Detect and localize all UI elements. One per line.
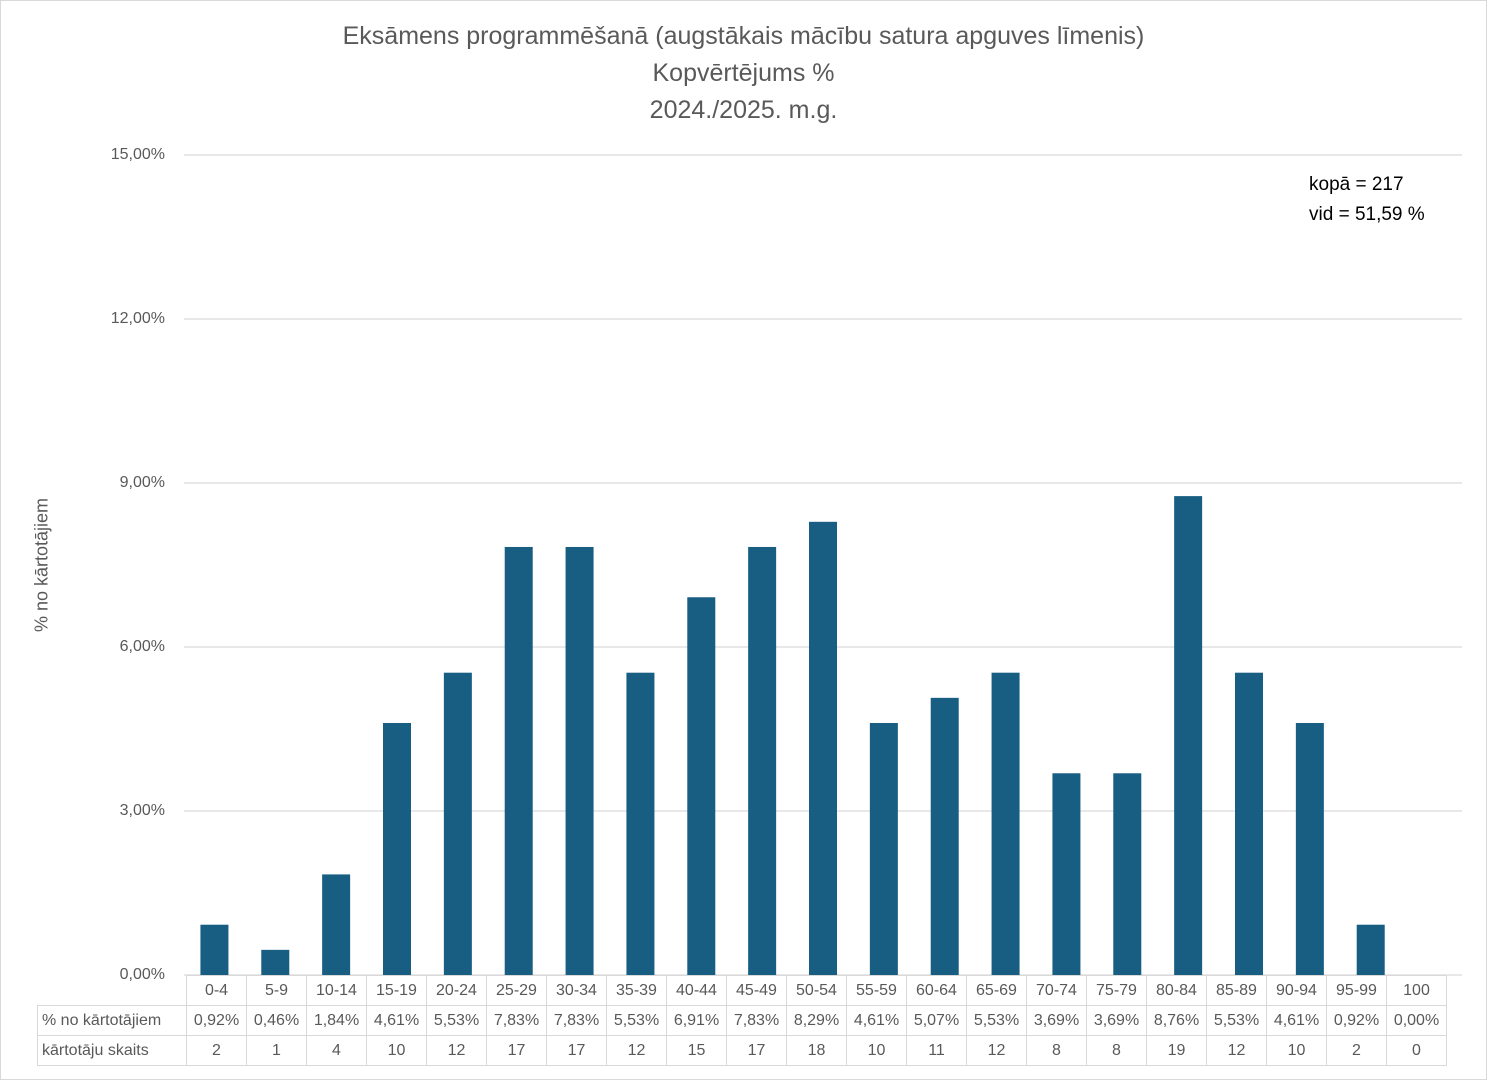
row-label-percent: % no kārtotājiem <box>37 1005 187 1036</box>
bar-60-64 <box>930 697 959 975</box>
bar-30-34 <box>565 546 594 975</box>
bar-65-69 <box>991 672 1020 975</box>
x-tick-label: 0-4 <box>186 975 247 1006</box>
table-cell-count: 12 <box>606 1035 667 1066</box>
x-tick-label: 5-9 <box>246 975 307 1006</box>
x-tick-label: 20-24 <box>426 975 487 1006</box>
table-cell-percent: 0,92% <box>186 1005 247 1036</box>
table-cell-count: 1 <box>246 1035 307 1066</box>
x-tick-label: 45-49 <box>726 975 787 1006</box>
bar-20-24 <box>443 672 472 975</box>
y-tick-label: 9,00% <box>119 474 165 491</box>
table-cell-percent: 3,69% <box>1086 1005 1147 1036</box>
x-tick-label: 75-79 <box>1086 975 1147 1006</box>
table-cell-count: 12 <box>966 1035 1027 1066</box>
bar-45-49 <box>748 546 777 975</box>
chart-title: Eksāmens programmēšanā (augstākais mācīb… <box>342 22 1145 50</box>
bar-35-39 <box>626 672 655 975</box>
table-cell-percent: 5,07% <box>906 1005 967 1036</box>
row-label-count: kārtotāju skaits <box>37 1035 187 1066</box>
chart-subtitle: Kopvērtējums % <box>652 59 835 87</box>
x-tick-label: 10-14 <box>306 975 367 1006</box>
table-cell-percent: 5,53% <box>966 1005 1027 1036</box>
table-cell-percent: 7,83% <box>486 1005 547 1036</box>
table-cell-percent: 8,76% <box>1146 1005 1207 1036</box>
bar-80-84 <box>1174 496 1203 975</box>
table-cell-count: 8 <box>1086 1035 1147 1066</box>
bar-90-94 <box>1295 722 1324 975</box>
x-tick-label: 80-84 <box>1146 975 1207 1006</box>
data-table: 0-4 5-9 10-14 15-19 20-24 25-29 30-34 35-39 40-4… <box>37 975 1447 1066</box>
bar-0-4 <box>200 924 229 975</box>
bar-55-59 <box>869 722 898 975</box>
table-cell-percent: 1,84% <box>306 1005 367 1036</box>
table-cell-percent: 4,61% <box>366 1005 427 1036</box>
x-tick-label: 30-34 <box>546 975 607 1006</box>
bar-75-79 <box>1113 773 1142 975</box>
bar-40-44 <box>687 597 716 975</box>
x-tick-label: 55-59 <box>846 975 907 1006</box>
table-corner <box>37 975 187 1006</box>
annotation-average: vid = 51,59 % <box>1309 204 1425 225</box>
table-cell-percent: 7,83% <box>726 1005 787 1036</box>
table-cell-count: 17 <box>546 1035 607 1066</box>
table-cell-percent: 0,92% <box>1326 1005 1387 1036</box>
table-cell-count: 10 <box>366 1035 427 1066</box>
table-cell-count: 11 <box>906 1035 967 1066</box>
y-tick-label: 3,00% <box>119 802 165 819</box>
table-cell-percent: 6,91% <box>666 1005 727 1036</box>
bar-15-19 <box>383 722 411 975</box>
x-tick-label: 35-39 <box>606 975 667 1006</box>
x-tick-label: 70-74 <box>1026 975 1087 1006</box>
table-cell-percent: 4,61% <box>846 1005 907 1036</box>
annotation-total: kopā = 217 <box>1309 174 1404 195</box>
chart-period: 2024./2025. m.g. <box>649 96 838 124</box>
table-cell-percent: 5,53% <box>426 1005 487 1036</box>
bar-5-9 <box>261 949 290 975</box>
bar-85-89 <box>1235 672 1263 975</box>
y-tick-label: 12,00% <box>110 310 165 327</box>
table-cell-count: 2 <box>186 1035 247 1066</box>
x-tick-label: 50-54 <box>786 975 847 1006</box>
bar-10-14 <box>322 874 351 975</box>
table-cell-count: 15 <box>666 1035 727 1066</box>
table-cell-count: 18 <box>786 1035 847 1066</box>
table-cell-percent: 5,53% <box>606 1005 667 1036</box>
table-cell-percent: 7,83% <box>546 1005 607 1036</box>
x-tick-label: 65-69 <box>966 975 1027 1006</box>
table-cell-count: 4 <box>306 1035 367 1066</box>
table-cell-count: 17 <box>486 1035 547 1066</box>
x-tick-label: 15-19 <box>366 975 427 1006</box>
bar-50-54 <box>809 521 837 975</box>
table-cell-percent: 0,46% <box>246 1005 307 1036</box>
table-cell-percent: 4,61% <box>1266 1005 1327 1036</box>
x-tick-label: 90-94 <box>1266 975 1327 1006</box>
bar-25-29 <box>504 546 533 975</box>
table-cell-count: 2 <box>1326 1035 1387 1066</box>
table-cell-count: 12 <box>1206 1035 1267 1066</box>
table-cell-percent: 8,29% <box>786 1005 847 1036</box>
table-cell-count: 17 <box>726 1035 787 1066</box>
x-tick-label: 60-64 <box>906 975 967 1006</box>
x-tick-label: 95-99 <box>1326 975 1387 1006</box>
table-cell-count: 10 <box>1266 1035 1327 1066</box>
x-tick-label: 25-29 <box>486 975 547 1006</box>
y-tick-label: 6,00% <box>119 638 165 655</box>
table-cell-count: 10 <box>846 1035 907 1066</box>
table-cell-count: 0 <box>1386 1035 1447 1066</box>
table-cell-count: 8 <box>1026 1035 1087 1066</box>
x-tick-label: 85-89 <box>1206 975 1267 1006</box>
x-tick-label: 100 <box>1386 975 1447 1006</box>
table-cell-percent: 5,53% <box>1206 1005 1267 1036</box>
table-cell-count: 19 <box>1146 1035 1207 1066</box>
bar-70-74 <box>1052 773 1081 975</box>
x-tick-label: 40-44 <box>666 975 727 1006</box>
y-tick-label: 15,00% <box>110 146 165 163</box>
bar-95-99 <box>1356 924 1385 975</box>
table-cell-percent: 3,69% <box>1026 1005 1087 1036</box>
table-cell-count: 12 <box>426 1035 487 1066</box>
table-cell-percent: 0,00% <box>1386 1005 1447 1036</box>
